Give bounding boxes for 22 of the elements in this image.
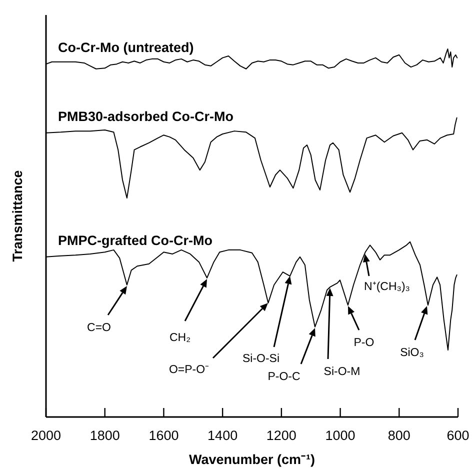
annotation: N⁺(CH₃)₃: [364, 281, 410, 293]
y-axis-title: Transmittance: [10, 170, 25, 262]
series-label: Co-Cr-Mo (untreated): [58, 40, 194, 56]
annotation: O=P-O⁻: [168, 364, 210, 376]
x-axis-title: Wavenumber (cm⁻¹): [188, 452, 316, 467]
x-tick-label: 800: [388, 428, 410, 443]
annotation: P-O: [354, 337, 374, 349]
x-tick-label: 1000: [325, 428, 356, 443]
series-label: PMB30-adsorbed Co-Cr-Mo: [58, 108, 234, 124]
annotation: C=O: [87, 322, 112, 334]
x-tick-label: 600: [446, 428, 470, 443]
annotation: Si-O-M: [324, 366, 360, 378]
x-tick-label: 1800: [90, 428, 120, 443]
x-tick-label: 1400: [208, 428, 238, 443]
x-tick-label: 1600: [148, 428, 179, 443]
annotation: SiO₃: [400, 347, 424, 359]
x-tick-label: 1200: [266, 428, 296, 443]
series-label: PMPC-grafted Co-Cr-Mo: [58, 232, 212, 248]
annotation: CH₂: [169, 332, 191, 344]
annotation: P-O-C: [268, 371, 300, 383]
x-tick-label: 2000: [30, 428, 62, 443]
annotation: Si-O-Si: [242, 353, 280, 365]
